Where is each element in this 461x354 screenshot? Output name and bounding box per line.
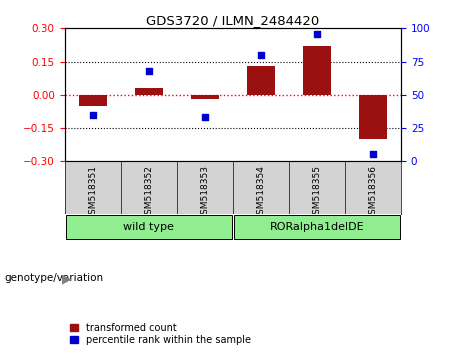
Text: wild type: wild type	[123, 222, 174, 233]
Point	[89, 112, 96, 118]
Text: RORalpha1delDE: RORalpha1delDE	[270, 222, 364, 233]
Point	[313, 31, 321, 36]
FancyBboxPatch shape	[65, 216, 232, 239]
Bar	[303, 46, 331, 95]
Bar	[247, 66, 275, 95]
Bar	[191, 95, 219, 99]
Title: GDS3720 / ILMN_2484420: GDS3720 / ILMN_2484420	[146, 14, 319, 27]
Text: GSM518352: GSM518352	[144, 165, 153, 220]
Text: GSM518351: GSM518351	[88, 165, 97, 220]
Text: GSM518354: GSM518354	[256, 165, 266, 220]
Text: GSM518353: GSM518353	[200, 165, 209, 220]
Legend: transformed count, percentile rank within the sample: transformed count, percentile rank withi…	[70, 322, 252, 346]
Point	[257, 52, 265, 58]
Point	[201, 114, 208, 120]
Bar	[78, 95, 106, 106]
Point	[145, 68, 152, 74]
Point	[369, 152, 377, 157]
Bar	[135, 88, 163, 95]
Text: GSM518356: GSM518356	[368, 165, 378, 220]
FancyBboxPatch shape	[234, 216, 400, 239]
Bar	[359, 95, 387, 139]
Text: genotype/variation: genotype/variation	[5, 273, 104, 283]
Text: ▶: ▶	[62, 272, 72, 285]
Text: GSM518355: GSM518355	[313, 165, 321, 220]
